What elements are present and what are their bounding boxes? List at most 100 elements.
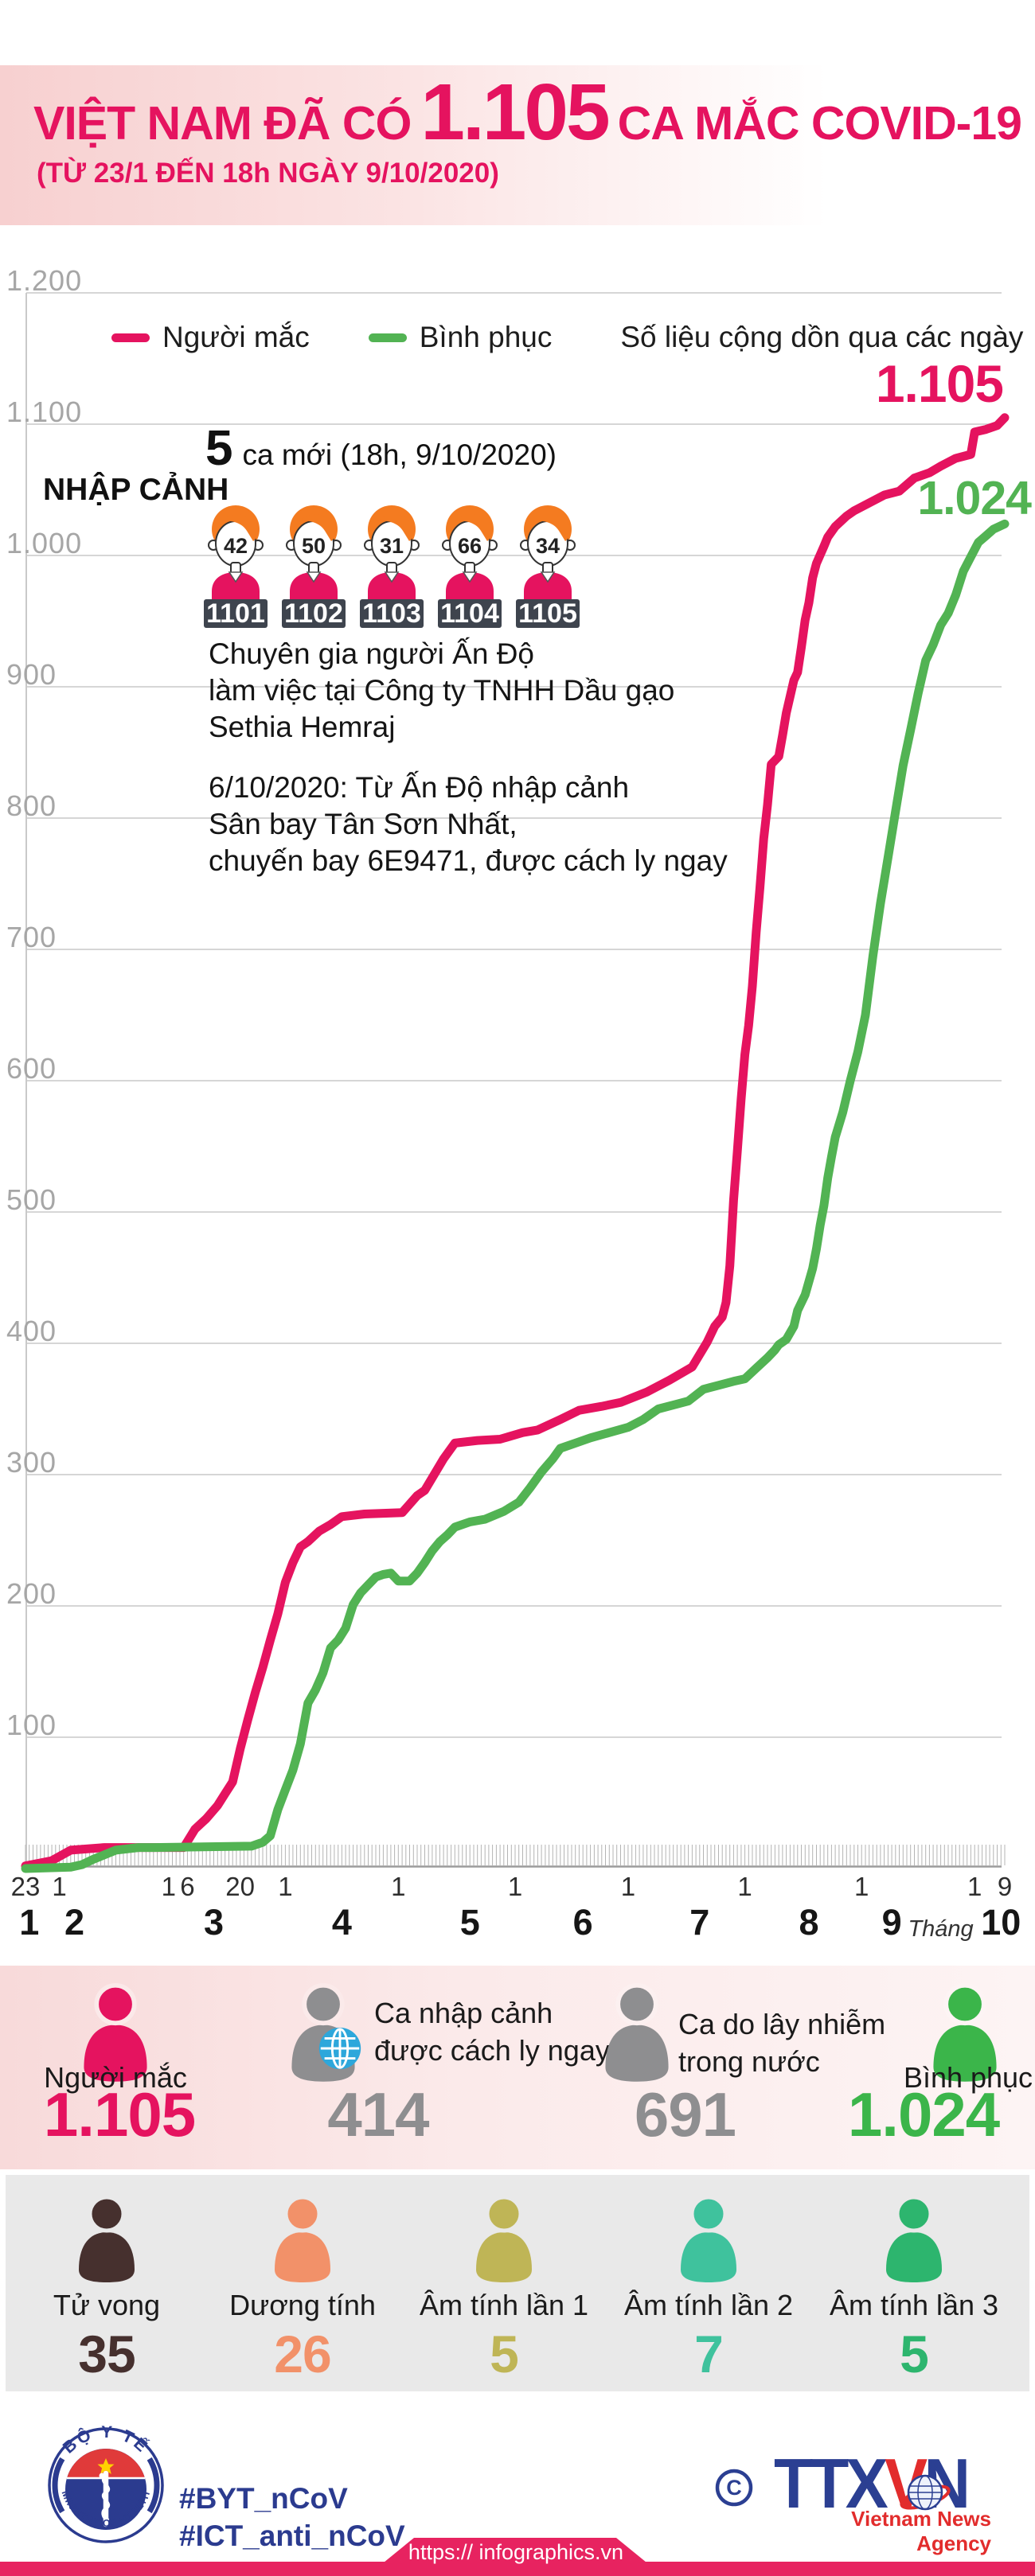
x-axis-tick-label: 1 bbox=[391, 1872, 406, 1901]
person-age: 50 bbox=[302, 534, 326, 558]
imported-stat-value: 414 bbox=[327, 2079, 429, 2149]
person-case-id: 1105 bbox=[518, 598, 577, 629]
hashtag-ict: #ICT_anti_nCoV bbox=[179, 2519, 405, 2552]
negative3-value: 5 bbox=[900, 2325, 929, 2383]
x-axis-tick-label: 1 bbox=[854, 1872, 869, 1901]
recovered-stat-value: 1.024 bbox=[847, 2079, 1000, 2149]
copyright-icon: C bbox=[713, 2467, 755, 2508]
page-title: VIỆT NAM ĐÃ CÓ 1.105 CA MẮC COVID-19 bbox=[33, 67, 1022, 158]
annotation-note-1: Chuyên gia người Ấn Độ làm việc tại Công… bbox=[209, 636, 674, 746]
note-line: Sethia Hemraj bbox=[209, 711, 396, 743]
positive-label: Dương tính bbox=[229, 2289, 376, 2321]
legend-infected-dash-icon bbox=[111, 333, 150, 342]
note-line: Sân bay Tân Sơn Nhất, bbox=[209, 808, 518, 840]
hashtags: #BYT_nCoV #ICT_anti_nCoV bbox=[179, 2480, 405, 2555]
x-axis-month-label: 7 bbox=[689, 1902, 710, 1943]
x-axis-tick-label: 1 bbox=[967, 1872, 982, 1901]
x-axis-month-label: 3 bbox=[204, 1902, 225, 1943]
annotation-note-2: 6/10/2020: Từ Ấn Độ nhập cảnh Sân bay Tâ… bbox=[209, 770, 728, 879]
y-axis-tick-label: 100 bbox=[6, 1709, 57, 1741]
negative1-value: 5 bbox=[490, 2325, 519, 2383]
person-age: 34 bbox=[536, 534, 560, 558]
negative2-label: Âm tính lần 2 bbox=[623, 2289, 794, 2321]
copyright-letter: C bbox=[726, 2476, 742, 2500]
x-axis-month-label: 9 bbox=[881, 1902, 902, 1943]
ministry-of-health-logo: BỘ Y TẾ MINISTRY OF HEALTH bbox=[46, 2426, 166, 2545]
x-axis-month-label: 2 bbox=[64, 1902, 85, 1943]
negative2-value: 7 bbox=[694, 2325, 724, 2383]
title-prefix: VIỆT NAM ĐÃ CÓ bbox=[33, 97, 412, 150]
x-axis-tick-label: 1 bbox=[52, 1872, 67, 1901]
recovered-person-icon bbox=[921, 1980, 1009, 2083]
page-subtitle: (TỪ 23/1 ĐẾN 18h NGÀY 9/10/2020) bbox=[37, 158, 499, 189]
infected-end-value: 1.105 bbox=[875, 354, 1004, 413]
y-axis-tick-label: 700 bbox=[6, 921, 57, 953]
person-case-id: 1101 bbox=[206, 598, 265, 629]
domestic-label-line1: Ca do lây nhiễm bbox=[678, 2008, 886, 2040]
chart-legend: Người mắc Bình phục Số liệu cộng dồn qua… bbox=[111, 321, 1023, 354]
x-axis-tick-label: 23 bbox=[10, 1872, 41, 1901]
x-axis-tick-label: 6 bbox=[180, 1872, 195, 1901]
x-axis-tick-label: 1 bbox=[507, 1872, 523, 1901]
x-axis-month-label: 4 bbox=[331, 1902, 352, 1943]
header-band bbox=[0, 65, 1035, 225]
series-line-recovered bbox=[21, 519, 1010, 1873]
x-axis-month-label: 10 bbox=[981, 1902, 1021, 1943]
infographics-url[interactable]: https:// infographics.vn bbox=[408, 2540, 624, 2564]
person-age: 42 bbox=[224, 534, 248, 558]
new-case-persons: 42 1101 50 1102 bbox=[197, 502, 586, 629]
imported-label-line2: được cách ly ngay bbox=[374, 2034, 610, 2067]
recovered-end-value: 1.024 bbox=[917, 472, 1032, 524]
legend-note: Số liệu cộng dồn qua các ngày bbox=[620, 321, 1024, 353]
person-case-id: 1103 bbox=[362, 598, 421, 629]
x-axis-month-label: 1 bbox=[19, 1902, 40, 1943]
daily-tick-band bbox=[25, 1845, 1006, 1865]
x-axis-month-label: Tháng bbox=[908, 1916, 974, 1942]
negative2-person-icon bbox=[670, 2192, 747, 2284]
y-axis-tick-label: 800 bbox=[6, 789, 57, 822]
y-axis-tick-label: 1.100 bbox=[6, 396, 83, 428]
person-pictogram: 42 1101 bbox=[204, 505, 268, 629]
positive-value: 26 bbox=[274, 2325, 331, 2383]
x-axis-tick-label: 1 bbox=[278, 1872, 293, 1901]
person-case-id: 1102 bbox=[284, 598, 343, 629]
domestic-label-line2: trong nước bbox=[678, 2045, 820, 2078]
infected-person-icon bbox=[72, 1980, 159, 2083]
ttxvn-ttx: TTX bbox=[774, 2444, 889, 2523]
infected-stat-value: 1.105 bbox=[43, 2079, 196, 2149]
deaths-label: Tử vong bbox=[53, 2289, 161, 2321]
person-age: 31 bbox=[380, 534, 404, 558]
x-axis-month-label: 5 bbox=[459, 1902, 480, 1943]
domestic-person-icon bbox=[593, 1980, 681, 2083]
title-total-number: 1.105 bbox=[420, 68, 610, 157]
y-axis-tick-label: 1.000 bbox=[6, 527, 83, 559]
domestic-stat-label: Ca do lây nhiễm trong nước bbox=[678, 2005, 885, 2080]
person-case-icon: 34 1105 bbox=[510, 502, 586, 629]
legend-recovered-label: Bình phục bbox=[419, 321, 553, 353]
ttxvn-logo: TTXVN bbox=[774, 2443, 971, 2524]
deaths-value: 35 bbox=[78, 2325, 135, 2383]
vietnam-news-agency-label: Vietnam News Agency bbox=[851, 2507, 991, 2555]
person-case-icon: 31 1103 bbox=[353, 502, 430, 629]
x-axis-tick-label: 1 bbox=[620, 1872, 636, 1901]
x-axis-tick-label: 1 bbox=[161, 1872, 176, 1901]
new-cases-text: ca mới (18h, 9/10/2020) bbox=[242, 438, 557, 471]
footer-url-tab bbox=[384, 2538, 646, 2562]
primary-stats-band bbox=[0, 1966, 1035, 2169]
imported-label-line1: Ca nhập cảnh bbox=[374, 1997, 553, 2029]
person-case-id: 1104 bbox=[440, 598, 499, 629]
footer-bar bbox=[0, 2562, 1035, 2576]
x-axis-tick-label: 1 bbox=[737, 1872, 752, 1901]
recovered-stat-label: Bình phục bbox=[903, 2061, 1033, 2094]
ttxvn-globe-icon bbox=[898, 2469, 952, 2523]
hashtag-byt: #BYT_nCoV bbox=[179, 2482, 348, 2515]
legend-recovered-dash-icon bbox=[368, 333, 407, 342]
title-suffix: CA MẮC COVID-19 bbox=[617, 97, 1022, 150]
series-line-infected bbox=[21, 413, 1010, 1871]
y-axis-tick-label: 200 bbox=[6, 1577, 57, 1610]
note-line: Chuyên gia người Ấn Độ bbox=[209, 637, 534, 670]
infected-stat-label: Người mắc bbox=[44, 2061, 187, 2094]
y-axis-tick-label: 300 bbox=[6, 1446, 57, 1479]
y-axis-tick-label: 600 bbox=[6, 1052, 57, 1085]
person-age: 66 bbox=[458, 534, 482, 558]
